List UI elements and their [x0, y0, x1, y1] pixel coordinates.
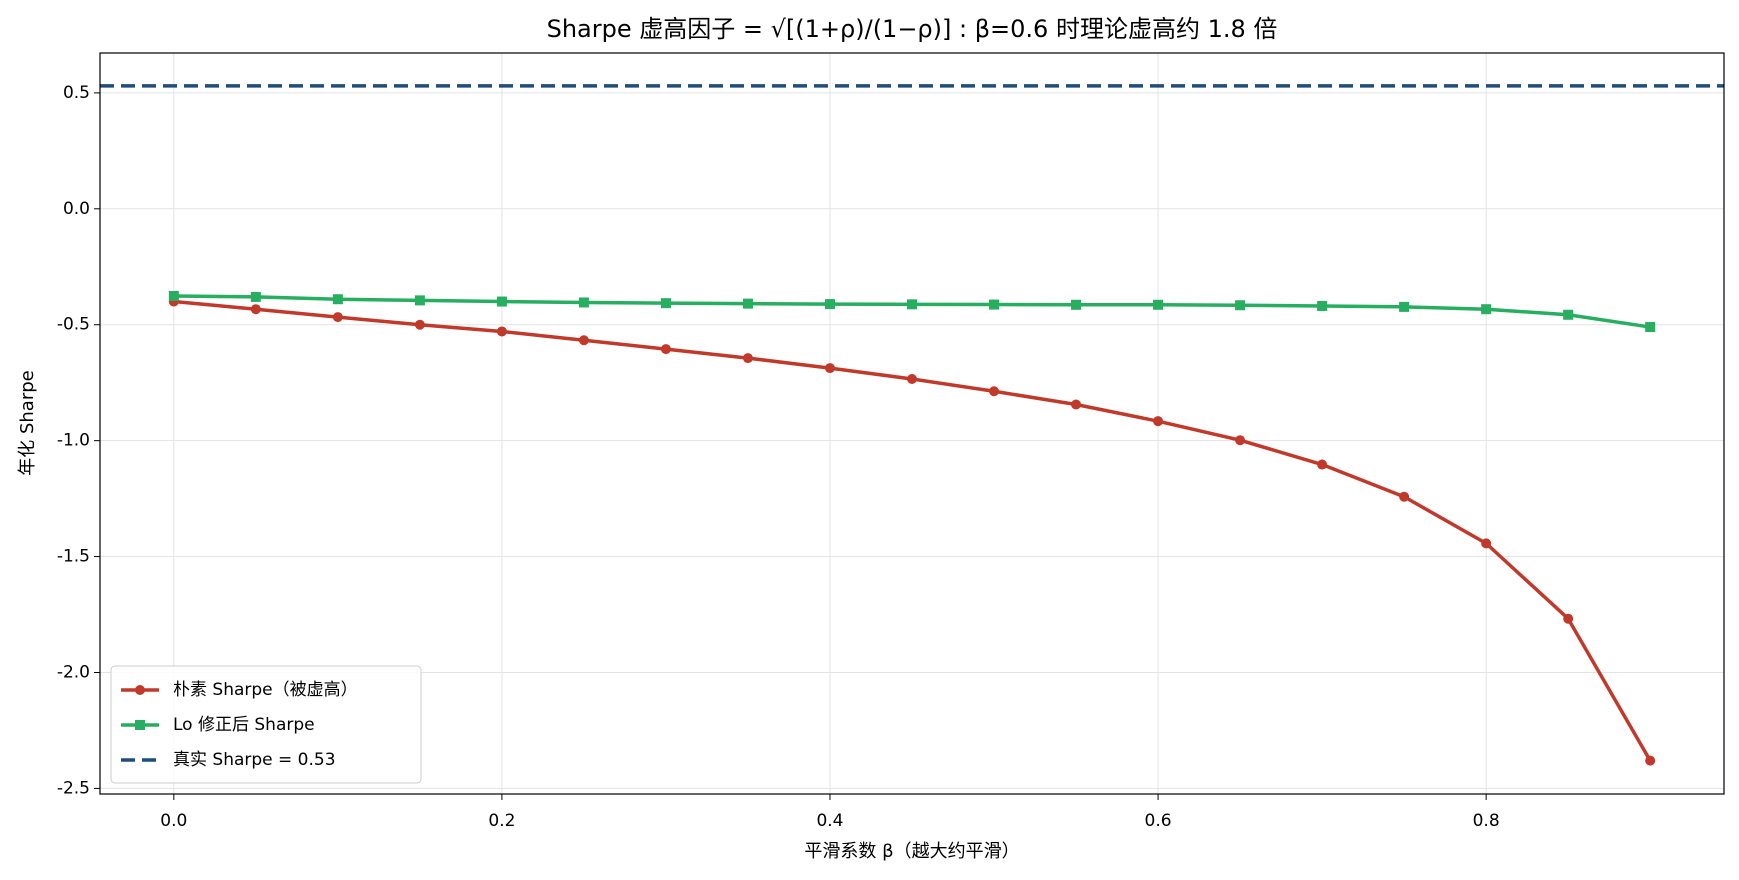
marker: [496, 326, 507, 337]
marker: [578, 335, 589, 346]
marker: [1317, 459, 1328, 470]
x-axis-label: 平滑系数 β（越大约平滑）: [804, 841, 1019, 862]
x-tick-label: 0.2: [488, 811, 515, 831]
marker: [907, 299, 917, 310]
marker: [1563, 309, 1574, 320]
marker: [1645, 322, 1656, 333]
marker: [660, 298, 671, 309]
marker: [1481, 304, 1492, 315]
legend-label: 朴素 Sharpe（被虚高）: [173, 680, 358, 700]
marker: [1399, 491, 1410, 502]
y-tick-label: -2.5: [57, 778, 90, 798]
marker: [907, 373, 917, 384]
x-tick-label: 0.6: [1145, 811, 1172, 831]
plot-frame: [99, 52, 1725, 795]
y-tick-label: -1.5: [57, 547, 90, 567]
legend-marker: [135, 720, 145, 730]
marker: [1645, 755, 1656, 766]
marker: [824, 299, 835, 310]
y-axis-label: 年化 Sharpe: [17, 370, 38, 476]
legend-box: [110, 665, 422, 784]
marker: [1235, 300, 1246, 311]
y-tick-label: -0.5: [57, 315, 90, 335]
marker: [578, 297, 589, 308]
y-tick-label: 0.5: [63, 83, 90, 103]
marker: [1235, 435, 1246, 446]
legend-marker: [135, 685, 145, 695]
marker: [660, 344, 671, 355]
x-tick-label: 0.8: [1473, 811, 1500, 831]
marker: [824, 363, 835, 374]
marker: [1153, 416, 1164, 427]
legend: 朴素 Sharpe（被虚高） Lo 修正后 Sharpe 真实 Sharpe = 0…: [110, 665, 422, 784]
legend-label: 真实 Sharpe = 0.53: [173, 750, 336, 770]
marker: [742, 353, 753, 364]
y-tick-label: -1.0: [57, 431, 90, 451]
chart-title: Sharpe 虚高因子 = √[(1+ρ)/(1−ρ)] : β=0.6 时理论…: [547, 15, 1278, 43]
marker: [1563, 613, 1574, 624]
y-tick-label: 0.0: [63, 199, 90, 219]
x-tick-label: 0.4: [816, 811, 843, 831]
marker: [332, 294, 343, 305]
marker: [250, 304, 261, 315]
marker: [742, 298, 753, 309]
marker: [414, 319, 425, 330]
marker: [332, 312, 343, 323]
marker: [1481, 538, 1492, 549]
marker: [989, 299, 1000, 310]
marker: [250, 291, 261, 302]
marker: [1317, 300, 1328, 311]
marker: [1153, 299, 1164, 310]
y-tick-label: -2.0: [57, 663, 90, 683]
marker: [1399, 301, 1410, 312]
marker: [1071, 399, 1082, 410]
legend-label: Lo 修正后 Sharpe: [173, 715, 315, 735]
marker: [168, 290, 179, 301]
marker: [1071, 299, 1082, 310]
marker: [414, 295, 425, 306]
marker: [496, 296, 507, 307]
marker: [989, 386, 1000, 397]
x-tick-label: 0.0: [160, 811, 187, 831]
